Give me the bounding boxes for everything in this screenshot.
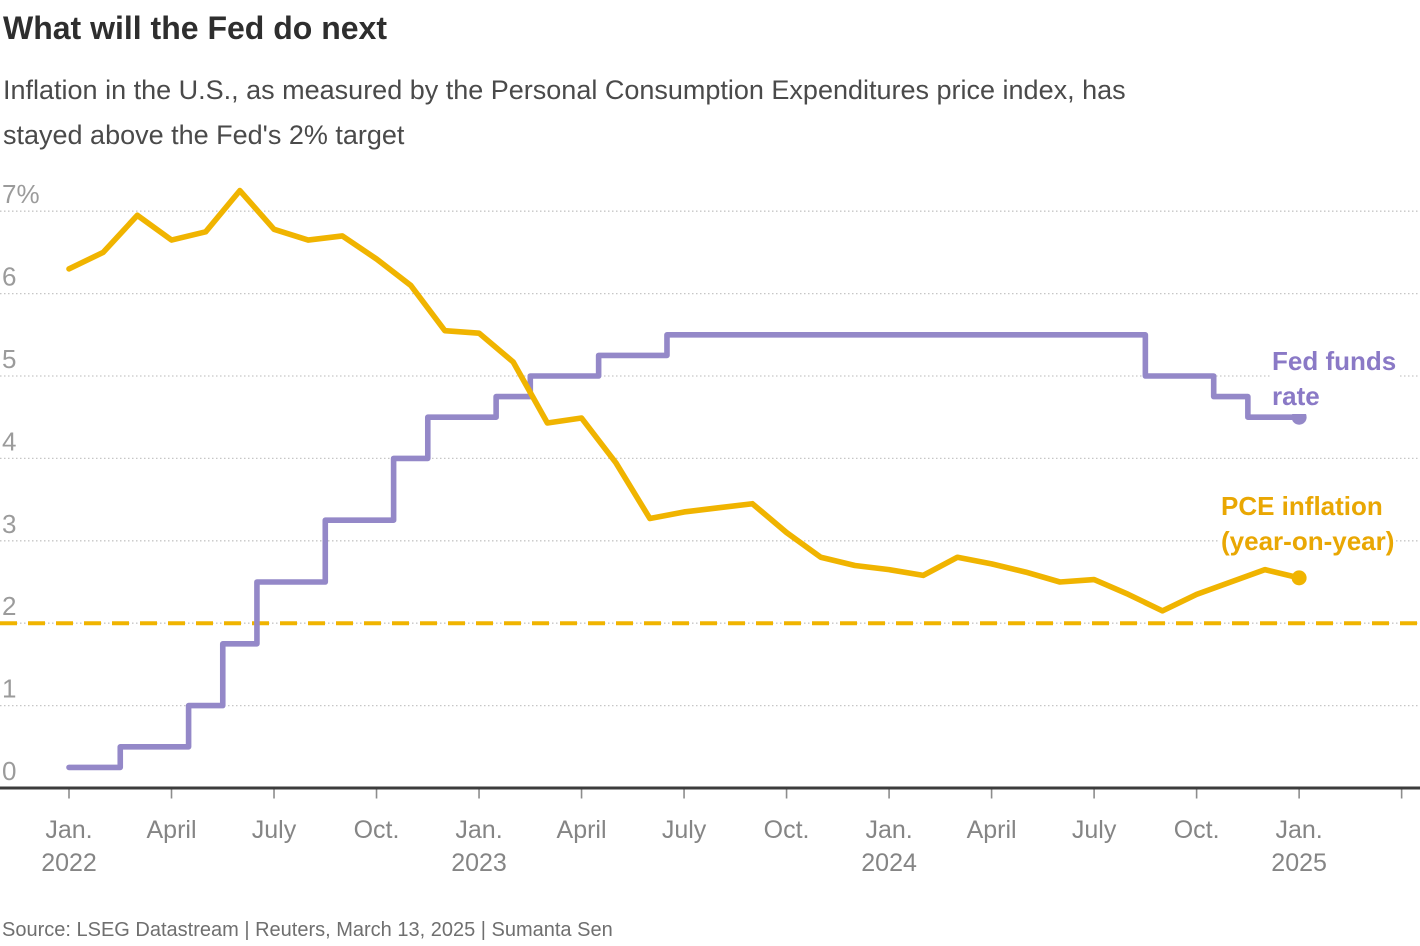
x-axis-label: July	[252, 816, 297, 844]
y-axis-label: 4	[2, 426, 16, 456]
x-axis-label: Oct.	[764, 816, 810, 844]
x-axis-year-label: 2025	[1271, 849, 1327, 877]
x-axis-label: April	[147, 816, 197, 844]
x-axis-label: Jan.	[455, 816, 502, 844]
pce-inflation-line	[66, 187, 1302, 614]
source-note: Source: LSEG Datastream | Reuters, March…	[2, 919, 613, 941]
fed-funds-line	[66, 332, 1302, 771]
legend-pce-line2: (year-on-year)	[1219, 524, 1397, 559]
legend-pce-line1: PCE inflation	[1219, 489, 1385, 524]
x-axis-label: Oct.	[1174, 816, 1220, 844]
x-axis-label: Jan.	[865, 816, 912, 844]
x-axis-label: April	[967, 816, 1017, 844]
x-axis-label: July	[1072, 816, 1117, 844]
y-axis-label: 1	[2, 674, 16, 704]
chart-title: What will the Fed do next	[3, 10, 387, 46]
legend-pce-inflation: PCE inflation (year-on-year)	[1219, 489, 1397, 559]
x-axis-year-label: 2022	[41, 849, 97, 877]
x-axis-label: July	[662, 816, 707, 844]
x-axis-year-label: 2023	[451, 849, 507, 877]
x-axis-year-label: 2024	[861, 849, 917, 877]
x-axis-label: Jan.	[1275, 816, 1322, 844]
y-axis-label: 6	[2, 262, 16, 292]
x-axis-label: April	[557, 816, 607, 844]
y-axis-label: 7%	[2, 179, 40, 209]
x-axis-label: Oct.	[354, 816, 400, 844]
y-axis-label: 2	[2, 591, 16, 621]
legend-fed-funds-line2: rate	[1270, 379, 1322, 414]
pce-endpoint-dot	[1291, 570, 1307, 586]
legend-fed-funds-line1: Fed funds	[1270, 344, 1399, 379]
y-axis-label: 3	[2, 509, 16, 539]
x-axis-label: Jan.	[45, 816, 92, 844]
y-axis-label: 5	[2, 344, 16, 374]
y-axis-label: 0	[2, 756, 16, 786]
legend-fed-funds: Fed funds rate	[1270, 344, 1399, 414]
chart-subtitle: Inflation in the U.S., as measured by th…	[3, 75, 1126, 150]
